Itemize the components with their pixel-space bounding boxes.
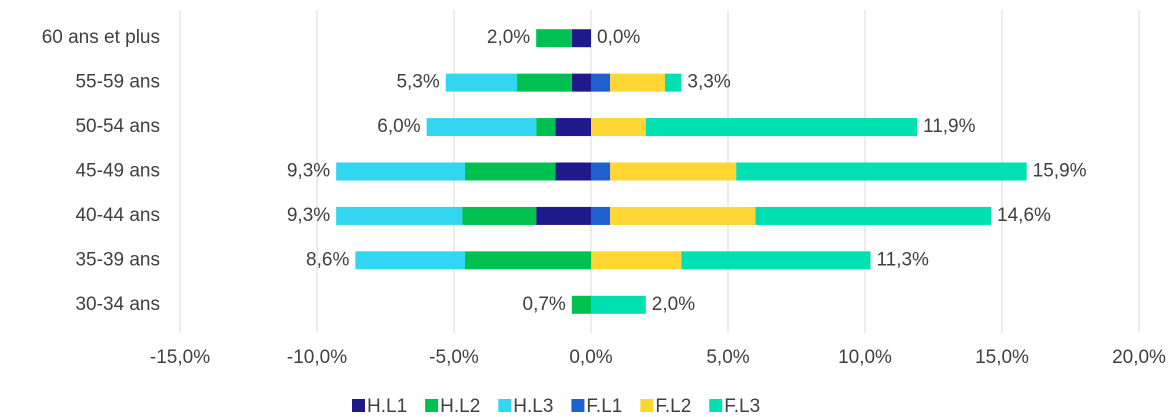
legend-swatch bbox=[352, 399, 365, 412]
bar-segment bbox=[517, 73, 572, 92]
data-label: 2,0% bbox=[487, 27, 530, 48]
data-label: 15,9% bbox=[1033, 161, 1087, 182]
bar-segment bbox=[571, 29, 591, 48]
legend-swatch bbox=[498, 399, 512, 412]
legend-swatch bbox=[640, 399, 654, 412]
bar-segment bbox=[591, 118, 646, 137]
legend-label: H.L1 bbox=[367, 396, 407, 417]
data-label: 8,6% bbox=[306, 249, 349, 270]
bar-segment bbox=[610, 73, 665, 92]
legend-label: F.L3 bbox=[724, 396, 760, 417]
y-tick-label: 45-49 ans bbox=[75, 161, 160, 182]
bar-segment bbox=[555, 162, 591, 181]
legend-label: F.L2 bbox=[655, 396, 691, 417]
legend-swatch bbox=[709, 399, 723, 412]
legend-label: F.L1 bbox=[586, 396, 622, 417]
data-label: 6,0% bbox=[377, 116, 420, 137]
bar-segment bbox=[664, 73, 682, 92]
x-tick-label: -5,0% bbox=[429, 347, 479, 368]
bar-segment bbox=[464, 162, 556, 181]
x-tick-label: 5,0% bbox=[706, 347, 749, 368]
data-label: 3,3% bbox=[687, 72, 730, 93]
bar-segment bbox=[336, 206, 463, 225]
data-label: 9,3% bbox=[287, 161, 330, 182]
bar-segment bbox=[755, 206, 992, 225]
bar-segment bbox=[536, 118, 556, 137]
bar-segment bbox=[610, 162, 737, 181]
data-label: 14,6% bbox=[997, 205, 1051, 226]
x-tick-label: 0,0% bbox=[569, 347, 612, 368]
data-label: 9,3% bbox=[287, 205, 330, 226]
bar-segment bbox=[591, 295, 646, 314]
data-label: 11,9% bbox=[923, 116, 976, 137]
bar-segment bbox=[681, 251, 871, 270]
bar-segment bbox=[536, 29, 572, 48]
bar-segment bbox=[555, 118, 591, 137]
bar-segment bbox=[571, 73, 591, 92]
legend-swatch bbox=[425, 399, 439, 412]
x-tick-label: 15,0% bbox=[975, 347, 1029, 368]
bar-segment bbox=[591, 251, 682, 270]
data-label: 0,0% bbox=[597, 27, 640, 48]
y-tick-label: 50-54 ans bbox=[75, 116, 160, 137]
bar-segment bbox=[571, 295, 591, 314]
y-tick-label: 30-34 ans bbox=[75, 294, 160, 315]
legend-swatch bbox=[571, 399, 585, 412]
legend-label: H.L3 bbox=[513, 396, 553, 417]
x-tick-label: 20,0% bbox=[1112, 347, 1166, 368]
y-tick-label: 35-39 ans bbox=[75, 249, 160, 270]
bar-segment bbox=[464, 251, 591, 270]
bar-segment bbox=[445, 73, 518, 92]
bar-segment bbox=[536, 206, 591, 225]
bar-segment bbox=[462, 206, 537, 225]
bar-segment bbox=[645, 118, 918, 137]
y-tick-label: 40-44 ans bbox=[75, 205, 160, 226]
bar-segment bbox=[591, 73, 611, 92]
bar-segment bbox=[591, 162, 611, 181]
data-label: 2,0% bbox=[652, 294, 695, 315]
x-tick-label: 10,0% bbox=[838, 347, 892, 368]
bar-segment bbox=[736, 162, 1027, 181]
bar-segment bbox=[336, 162, 465, 181]
data-label: 5,3% bbox=[396, 72, 439, 93]
y-tick-label: 60 ans et plus bbox=[42, 27, 160, 48]
x-tick-label: -15,0% bbox=[150, 347, 210, 368]
y-tick-label: 55-59 ans bbox=[75, 72, 160, 93]
bar-segment bbox=[355, 251, 465, 270]
bar-segment bbox=[610, 206, 756, 225]
data-label: 11,3% bbox=[876, 249, 929, 270]
legend-label: H.L2 bbox=[440, 396, 480, 417]
bar-segment bbox=[591, 206, 611, 225]
data-label: 0,7% bbox=[523, 294, 566, 315]
bar-segment bbox=[426, 118, 537, 137]
x-tick-label: -10,0% bbox=[287, 347, 347, 368]
